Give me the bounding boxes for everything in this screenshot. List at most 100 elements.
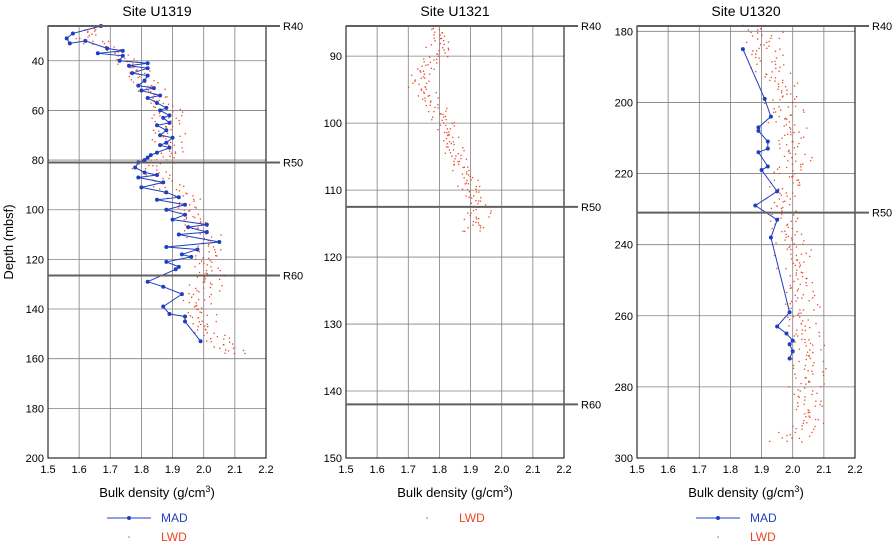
lwd-point [204, 325, 206, 327]
lwd-point [151, 139, 153, 141]
lwd-point [87, 36, 89, 38]
lwd-point [442, 116, 445, 118]
lwd-point [787, 133, 789, 135]
lwd-point [447, 56, 449, 58]
lwd-point [430, 67, 432, 70]
lwd-point [788, 121, 791, 123]
lwd-point [420, 77, 422, 79]
mad-point [787, 310, 792, 315]
mad-point [164, 190, 169, 195]
lwd-point [467, 174, 470, 176]
lwd-point [443, 140, 445, 142]
lwd-point [102, 40, 104, 43]
lwd-point [803, 261, 805, 263]
lwd-point [183, 185, 185, 187]
lwd-point [437, 53, 439, 55]
lwd-point [198, 291, 200, 293]
lwd-point [780, 207, 783, 210]
mad-point [117, 58, 122, 63]
lwd-point [784, 134, 786, 137]
y-tick-label: 180 [615, 26, 633, 38]
lwd-point [420, 71, 422, 73]
lwd-point [797, 184, 799, 186]
lwd-point [182, 151, 184, 153]
mad-point [161, 115, 166, 120]
mad-point [167, 312, 172, 316]
lwd-point [766, 73, 768, 76]
lwd-point [820, 386, 822, 388]
lwd-point [164, 88, 166, 90]
lwd-point [764, 102, 766, 104]
lwd-point [790, 128, 792, 130]
lwd-point [457, 153, 459, 155]
lwd-point [451, 122, 453, 125]
lwd-point [789, 319, 791, 321]
lwd-point [812, 290, 814, 293]
lwd-point [823, 344, 826, 347]
lwd-point [780, 217, 782, 219]
lwd-point [792, 175, 794, 177]
lwd-point [151, 85, 153, 87]
mad-point [173, 267, 178, 272]
lwd-point [137, 76, 139, 79]
lwd-point [430, 100, 432, 102]
lwd-point [798, 437, 801, 440]
lwd-point [178, 202, 181, 204]
lwd-point [786, 89, 788, 91]
lwd-point [175, 117, 177, 119]
x-tick-label: 1.9 [463, 464, 478, 476]
x-tick-label: 1.6 [660, 464, 675, 476]
chart-panel: Site U1320 1.5 1.6 1.7 1.8 1.9 2.0 2.1 2.2 180 200… [615, 3, 893, 543]
lwd-point [818, 335, 821, 337]
lwd-point [158, 130, 160, 132]
lwd-point [777, 83, 779, 85]
lwd-point [785, 303, 787, 305]
lwd-point [425, 104, 428, 107]
lwd-point [795, 246, 798, 248]
mad-point [198, 339, 203, 344]
lwd-point [210, 293, 212, 296]
lwd-point [469, 214, 471, 217]
lwd-point [804, 396, 806, 398]
lwd-point [790, 258, 793, 260]
lwd-point [155, 159, 158, 161]
lwd-point [769, 79, 771, 82]
reflector-label: R50 [581, 202, 601, 214]
lwd-point [174, 151, 176, 153]
lwd-point [457, 161, 459, 163]
lwd-point [461, 188, 464, 190]
lwd-point [798, 142, 800, 145]
lwd-point [805, 345, 807, 347]
legend-mad-label: MAD [750, 511, 777, 525]
lwd-point [414, 80, 416, 83]
legend-mad-marker [716, 516, 720, 520]
lwd-point [207, 239, 210, 242]
lwd-point [803, 111, 805, 113]
lwd-point [159, 115, 161, 117]
lwd-point [224, 334, 226, 337]
lwd-point [478, 191, 480, 193]
mad-point [83, 38, 88, 43]
lwd-point [407, 86, 410, 88]
lwd-point [196, 289, 198, 292]
lwd-point [128, 75, 131, 78]
lwd-point [170, 152, 172, 155]
lwd-point [770, 207, 773, 210]
lwd-point [810, 159, 812, 162]
lwd-point [786, 224, 788, 226]
lwd-point [443, 43, 445, 46]
lwd-point [162, 156, 164, 158]
lwd-point [137, 90, 140, 92]
lwd-point [773, 179, 776, 181]
lwd-point [792, 364, 795, 367]
lwd-point [207, 245, 210, 247]
mad-point [787, 342, 792, 347]
mad-point [790, 349, 795, 354]
lwd-point [211, 270, 213, 272]
lwd-point [208, 243, 210, 246]
lwd-point [434, 31, 436, 33]
lwd-point [417, 68, 419, 70]
lwd-point [178, 190, 181, 192]
lwd-point [816, 304, 819, 306]
lwd-point [207, 325, 209, 328]
